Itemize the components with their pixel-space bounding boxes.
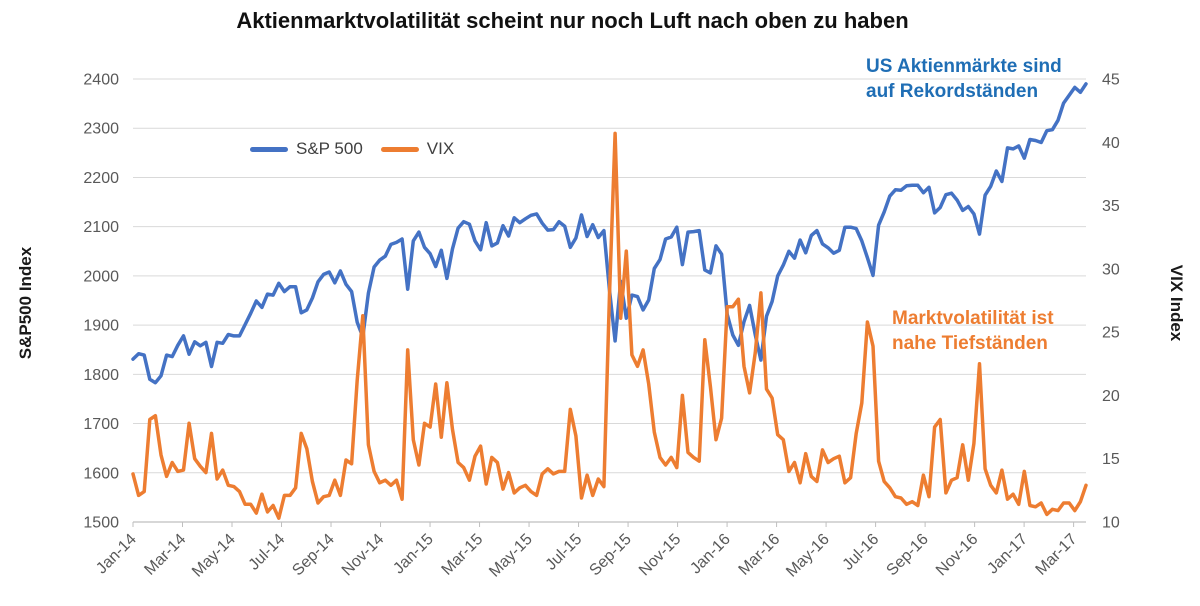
x-axis-tick-label: Jan-17 bbox=[984, 531, 1031, 578]
legend: S&P 500 VIX bbox=[250, 139, 454, 159]
annotation-volatility: Marktvolatilität ist nahe Tiefständen bbox=[892, 306, 1054, 356]
annotation-us-markets-line2: auf Rekordständen bbox=[866, 81, 1039, 102]
left-axis-tick-label: 1700 bbox=[83, 416, 119, 433]
annotation-us-markets-line1: US Aktienmärkte sind bbox=[866, 56, 1062, 77]
x-axis-tick-label: Nov-15 bbox=[636, 531, 685, 580]
right-axis-title: VIX Index bbox=[1167, 264, 1186, 342]
x-axis-tick-label: Jul-14 bbox=[246, 531, 289, 574]
x-axis-tick-label: May-14 bbox=[189, 531, 239, 581]
left-axis-tick-label: 2100 bbox=[83, 219, 119, 236]
right-axis-tick-label: 40 bbox=[1102, 135, 1120, 152]
x-axis-tick-label: Jan-16 bbox=[687, 531, 734, 578]
x-axis-tick-label: Nov-14 bbox=[339, 531, 388, 580]
x-axis-tick-label: Sep-16 bbox=[883, 531, 932, 580]
x-axis-tick-label: Nov-16 bbox=[933, 531, 982, 580]
left-axis-tick-label: 1900 bbox=[83, 318, 119, 335]
x-axis-tick-label: Jan-14 bbox=[93, 531, 140, 578]
x-axis-tick-label: Jul-16 bbox=[840, 531, 883, 574]
left-axis-tick-label: 2200 bbox=[83, 170, 119, 187]
x-axis-tick-label: Sep-15 bbox=[586, 531, 635, 580]
vix-line-swatch bbox=[380, 146, 419, 152]
left-axis-tick-label: 1500 bbox=[83, 515, 119, 532]
vix-line bbox=[131, 131, 1088, 520]
left-axis-tick-label: 2000 bbox=[83, 268, 119, 285]
left-axis-tick-label: 1800 bbox=[83, 367, 119, 384]
x-axis-tick-label: May-16 bbox=[783, 531, 833, 581]
annotation-volatility-line1: Marktvolatilität ist bbox=[892, 308, 1054, 329]
right-axis-tick-label: 20 bbox=[1102, 388, 1120, 405]
right-axis-tick-label: 10 bbox=[1102, 515, 1120, 532]
x-axis-tick-label: May-15 bbox=[486, 531, 536, 581]
sp500-line-swatch bbox=[250, 146, 288, 152]
right-axis-tick-label: 15 bbox=[1102, 451, 1120, 468]
right-axis-tick-label: 35 bbox=[1102, 198, 1120, 215]
legend-label-vix: VIX bbox=[426, 139, 455, 158]
annotation-us-markets: US Aktienmärkte sind auf Rekordständen bbox=[866, 54, 1062, 104]
left-axis-title: S&P500 Index bbox=[16, 246, 35, 360]
x-axis-tick-label: Mar-15 bbox=[439, 531, 487, 579]
legend-item-vix: VIX bbox=[380, 139, 455, 159]
annotation-volatility-line2: nahe Tiefständen bbox=[892, 333, 1048, 354]
x-axis-tick-label: Mar-16 bbox=[736, 531, 784, 579]
right-axis-tick-label: 25 bbox=[1102, 325, 1120, 342]
x-axis-tick-label: Sep-14 bbox=[289, 531, 338, 580]
x-axis-tick-label: Jul-15 bbox=[543, 531, 586, 574]
legend-label-sp500: S&P 500 bbox=[296, 139, 363, 158]
left-axis-tick-label: 1600 bbox=[83, 465, 119, 482]
right-axis-tick-label: 30 bbox=[1102, 261, 1120, 278]
left-axis-tick-label: 2400 bbox=[83, 72, 119, 89]
legend-item-sp500: S&P 500 bbox=[250, 139, 363, 159]
x-axis-tick-label: Mar-17 bbox=[1033, 531, 1081, 579]
x-axis-tick-label: Mar-14 bbox=[141, 531, 189, 579]
chart-title: Aktienmarktvolatilität scheint nur noch … bbox=[236, 8, 909, 33]
x-axis-tick-label: Jan-15 bbox=[390, 531, 437, 578]
right-axis-tick-label: 45 bbox=[1102, 72, 1120, 89]
left-axis-tick-label: 2300 bbox=[83, 121, 119, 138]
